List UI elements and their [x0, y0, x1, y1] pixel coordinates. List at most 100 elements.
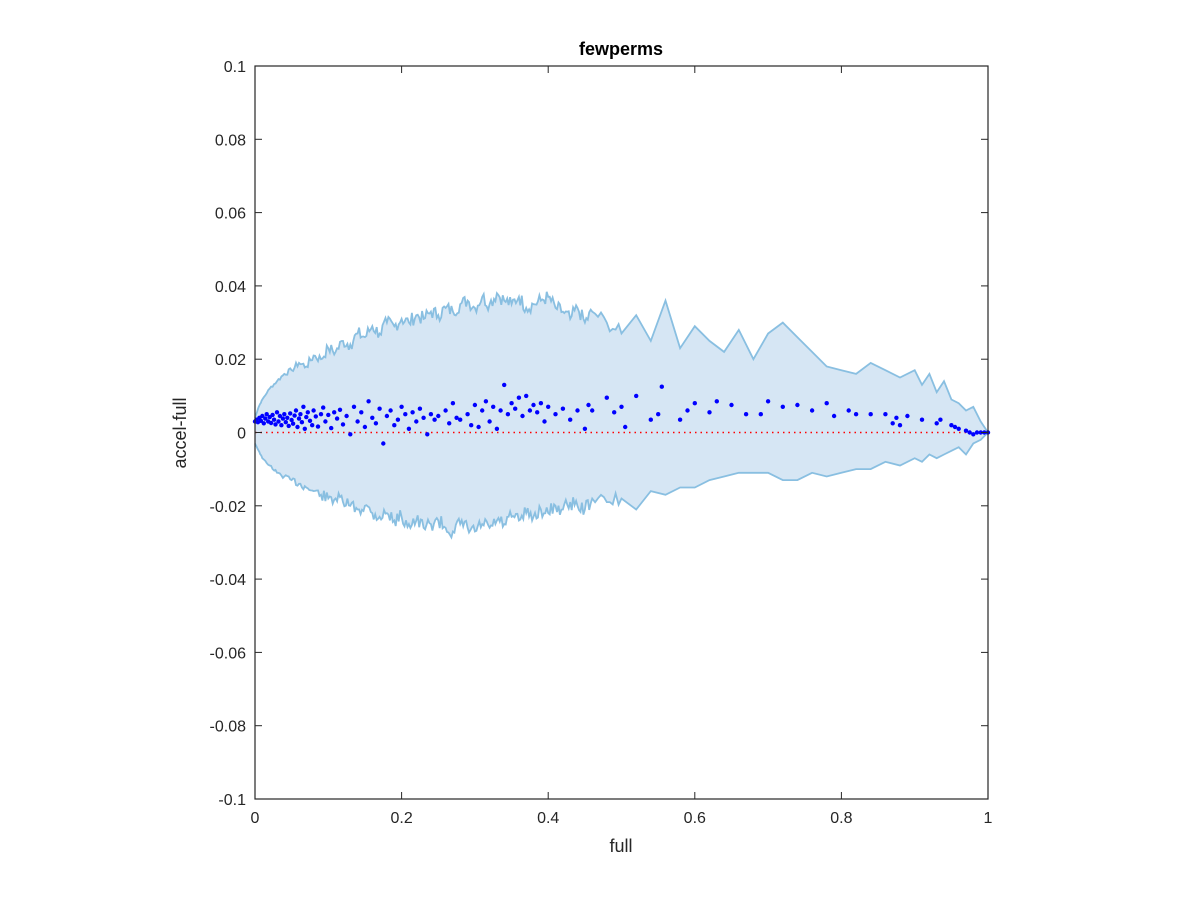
data-point [447, 421, 452, 426]
data-point [648, 417, 653, 422]
data-point [277, 413, 283, 419]
data-point [274, 410, 280, 415]
y-tick-label: 0.08 [215, 132, 246, 149]
data-point [290, 421, 296, 426]
data-point [315, 424, 321, 429]
x-axis-ticks: 0 0.2 0.4 0.6 0.8 1 [251, 66, 993, 827]
data-point [956, 426, 961, 431]
data-point [403, 412, 408, 417]
data-point [326, 412, 331, 418]
data-point [329, 425, 334, 431]
data-point [381, 441, 386, 446]
data-point [392, 423, 397, 428]
data-point [765, 399, 771, 404]
data-point [553, 412, 558, 417]
data-point [264, 412, 269, 417]
data-point [359, 410, 364, 415]
y-tick-label: 0.02 [215, 352, 246, 369]
data-point [480, 408, 485, 413]
data-point [659, 384, 664, 389]
data-point [417, 406, 423, 411]
data-point [348, 432, 353, 437]
data-point [524, 393, 529, 399]
y-tick-label: -0.02 [210, 499, 247, 516]
data-point [366, 399, 371, 404]
data-point [894, 415, 899, 420]
y-tick-label: 0.06 [215, 206, 246, 223]
data-point [498, 408, 503, 413]
data-point [332, 410, 337, 415]
data-point [590, 408, 595, 413]
data-point [334, 416, 340, 421]
data-point [938, 417, 943, 422]
data-point [963, 428, 969, 433]
y-tick-label: 0 [237, 426, 246, 443]
data-point [307, 418, 313, 423]
data-point [289, 417, 294, 423]
data-point [780, 404, 785, 409]
data-point [304, 414, 309, 420]
data-point [351, 404, 357, 409]
data-point [509, 401, 514, 406]
data-point [296, 416, 302, 421]
data-point [436, 413, 441, 419]
data-point [707, 410, 712, 415]
data-point [421, 415, 426, 420]
data-point [619, 404, 624, 409]
data-point [285, 415, 290, 420]
data-point [516, 395, 522, 400]
data-point [656, 412, 661, 417]
data-point [293, 408, 299, 413]
data-point [292, 413, 297, 418]
data-point [298, 412, 303, 417]
data-point [868, 412, 873, 417]
data-point [288, 411, 293, 416]
y-tick-label: -0.06 [210, 645, 247, 662]
data-point [949, 423, 954, 428]
data-point [575, 408, 580, 413]
data-point [483, 399, 489, 404]
data-point [685, 408, 690, 413]
data-point [743, 412, 749, 417]
data-point [410, 410, 415, 415]
data-point [513, 406, 518, 411]
data-point [268, 420, 274, 426]
data-point [505, 412, 511, 417]
data-point [450, 401, 456, 406]
confidence-band-lower-edge [254, 431, 989, 540]
data-point [273, 422, 278, 427]
data-point [323, 419, 328, 424]
data-point [978, 430, 983, 435]
data-point [542, 419, 547, 424]
data-point [465, 412, 470, 417]
data-point [729, 402, 734, 408]
data-point [531, 402, 536, 408]
data-point [370, 415, 375, 420]
data-point [494, 426, 500, 431]
data-point [520, 413, 525, 419]
data-point [634, 393, 639, 399]
data-point [425, 432, 430, 437]
data-point [476, 424, 481, 430]
data-point [337, 407, 343, 412]
x-tick-label: 0.6 [684, 810, 706, 827]
plot-area [252, 291, 991, 540]
data-points [252, 382, 991, 446]
data-point [399, 404, 404, 409]
chart-title: fewperms [579, 39, 663, 59]
y-tick-label: -0.04 [210, 572, 247, 589]
data-point [971, 432, 976, 437]
data-point [295, 424, 300, 430]
y-tick-label: 0.1 [224, 59, 246, 76]
data-point [443, 408, 448, 413]
data-point [260, 413, 265, 419]
x-tick-label: 0 [251, 810, 260, 827]
x-tick-label: 0.2 [390, 810, 412, 827]
data-point [344, 413, 349, 419]
y-axis-label: accel-full [170, 397, 190, 468]
data-point [340, 422, 346, 427]
data-point [414, 419, 419, 424]
data-point [263, 416, 268, 421]
data-point [458, 417, 463, 422]
